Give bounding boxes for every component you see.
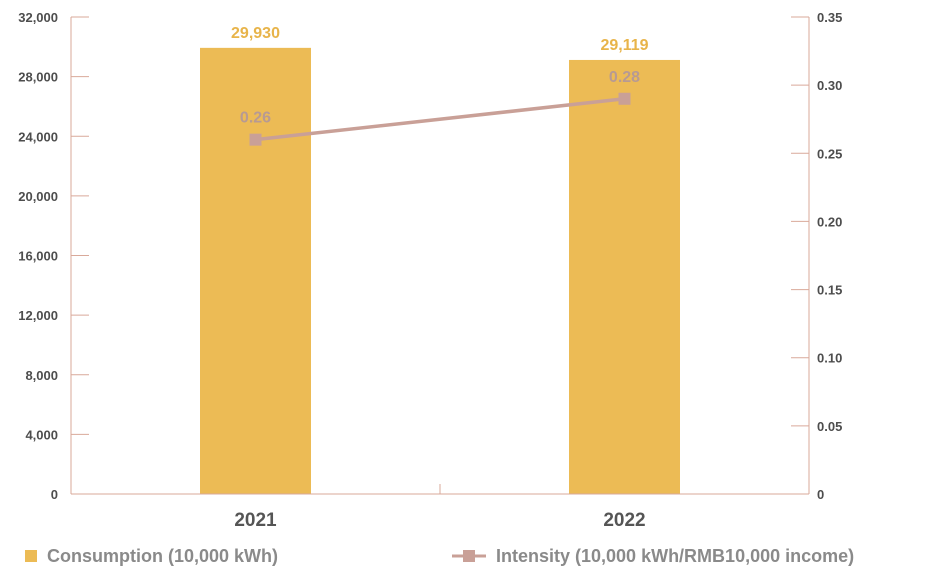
right-tick-label: 0 [817,487,824,502]
right-tick-label: 0.15 [817,283,842,298]
left-tick-label: 12,000 [18,308,58,323]
legend-intensity-label: Intensity (10,000 kWh/RMB10,000 income) [496,546,854,566]
intensity-line [255,97,625,142]
bar-2021 [200,47,311,495]
right-tick-label: 0.05 [817,419,842,434]
intensity-marker-2022 [618,92,631,105]
bar-data-label-2021: 29,930 [231,25,280,42]
left-tick-label: 4,000 [25,427,58,442]
x-tick-label-2021: 2021 [234,510,277,531]
left-tick-label: 28,000 [18,70,58,85]
right-tick-label: 0.10 [817,351,842,366]
bar-2022 [569,59,680,494]
bar-data-label-2022: 29,119 [600,37,648,54]
legend-consumption-swatch [25,550,37,562]
left-tick-label: 0 [51,487,58,502]
right-tick-label: 0.35 [817,10,842,25]
right-tick-label: 0.30 [817,78,842,93]
legend-intensity-marker [463,550,475,562]
intensity-data-label-2021: 0.26 [240,110,271,127]
left-tick-label: 16,000 [18,249,58,264]
left-tick-label: 32,000 [18,10,58,25]
left-tick-label: 8,000 [25,368,58,383]
right-tick-label: 0.25 [817,146,842,161]
left-tick-label: 24,000 [18,129,58,144]
x-tick-label-2022: 2022 [603,510,645,531]
intensity-data-label-2022: 0.28 [609,69,640,86]
left-tick-label: 20,000 [18,189,58,204]
right-tick-label: 0.20 [817,214,842,229]
intensity-marker-2021 [249,133,262,146]
legend-consumption-label: Consumption (10,000 kWh) [47,546,278,566]
